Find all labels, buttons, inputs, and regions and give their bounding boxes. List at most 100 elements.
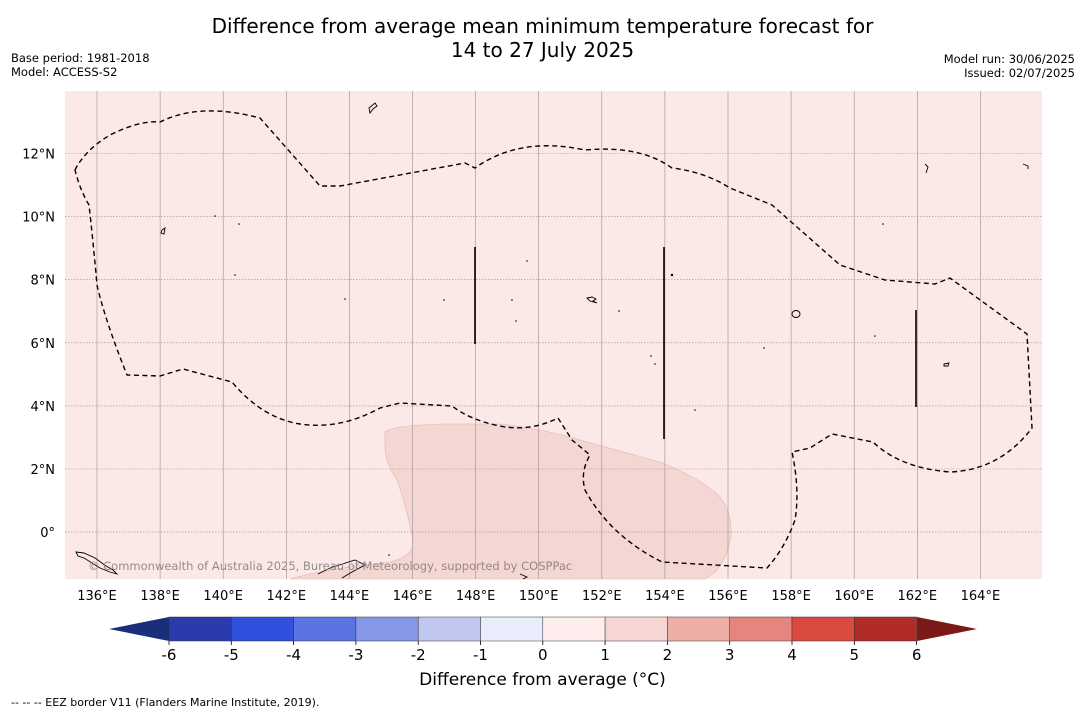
island-pohnpei — [791, 310, 801, 318]
colorbar-swatch — [791, 616, 855, 642]
colorbar-tick-label: 5 — [850, 646, 860, 664]
colorbar-swatch — [480, 616, 544, 642]
island-new-guinea — [75, 551, 119, 575]
colorbar-swatch — [729, 616, 793, 642]
x-tick-label: 136°E — [77, 589, 117, 604]
eez-footnote: -- -- -- EEZ border V11 (Flanders Marine… — [11, 696, 320, 709]
y-tick-labels: 12°N 10°N 8°N 6°N 4°N 2°N 0° — [22, 148, 55, 542]
y-tick-label: 0° — [40, 526, 55, 541]
island-dot — [238, 223, 240, 225]
island-dots — [214, 215, 884, 556]
y-tick-label: 2°N — [31, 463, 56, 478]
x-tick-label: 148°E — [456, 589, 496, 604]
colorbar-tick-label: -3 — [348, 646, 363, 664]
colorbar-label: Difference from average (°C) — [419, 670, 666, 690]
island-dot — [388, 554, 390, 556]
island-yap — [160, 227, 166, 235]
model-run: Model run: 30/06/2025 — [943, 52, 1075, 66]
island-chuuk — [586, 296, 598, 304]
x-tick-label: 162°E — [898, 589, 938, 604]
colorbar-under-triangle — [109, 617, 169, 641]
island-dot — [650, 355, 652, 357]
model-name: Model: ACCESS-S2 — [11, 65, 118, 79]
y-tick-label: 12°N — [22, 148, 55, 163]
colorbar-tick-label: 3 — [725, 646, 735, 664]
colorbar-tick-label: -2 — [411, 646, 426, 664]
boundary-lines — [474, 247, 917, 439]
y-tick-label: 8°N — [31, 274, 56, 289]
island-dot — [511, 299, 513, 301]
x-tick-label: 144°E — [330, 589, 370, 604]
x-tick-label: 154°E — [645, 589, 685, 604]
x-tick-label: 152°E — [582, 589, 622, 604]
island-dot — [874, 335, 876, 337]
island-dot — [654, 363, 656, 365]
y-tick-label: 4°N — [31, 400, 56, 415]
x-tick-label: 140°E — [203, 589, 243, 604]
x-tick-label: 138°E — [140, 589, 180, 604]
x-tick-label: 142°E — [267, 589, 307, 604]
x-tick-labels: 136°E 138°E 140°E 142°E 144°E 146°E 148°E 150°E… — [77, 589, 1000, 604]
colorbar-tick-label: 0 — [538, 646, 548, 664]
colorbar-over-triangle — [917, 617, 977, 641]
colorbar-swatch — [293, 616, 357, 642]
colorbar-tick-label: 2 — [663, 646, 673, 664]
island-guam — [368, 102, 378, 115]
x-tick-label: 150°E — [519, 589, 559, 604]
y-tick-label: 10°N — [22, 211, 55, 226]
colorbar-swatch — [168, 616, 232, 642]
colorbar-tick-label: 1 — [600, 646, 610, 664]
meta-right: Model run: 30/06/2025 Issued: 02/07/2025 — [944, 52, 1075, 80]
colorbar-tick-label: 4 — [787, 646, 797, 664]
island-bikini — [924, 163, 929, 174]
issued-date: Issued: 02/07/2025 — [964, 66, 1075, 80]
colorbar-swatch — [231, 616, 294, 642]
colorbar-swatch — [667, 616, 730, 642]
island-kosrae — [943, 362, 950, 367]
title-line-2: 14 to 27 July 2025 — [450, 38, 635, 62]
colorbar-swatches — [168, 616, 917, 642]
chart-title: Difference from average mean minimum tem… — [0, 14, 1085, 62]
x-tick-label: 158°E — [771, 589, 811, 604]
colorbar-swatch — [417, 616, 481, 642]
colorbar-tick-label: 6 — [912, 646, 922, 664]
island-dot — [515, 320, 517, 322]
colorbar-tick-label: -1 — [473, 646, 488, 664]
x-tick-label: 146°E — [393, 589, 433, 604]
island-dot — [443, 299, 445, 301]
anomaly-patch — [289, 423, 732, 580]
x-tick-label: 160°E — [834, 589, 874, 604]
colorbar-tick-label: -4 — [286, 646, 301, 664]
parallel-lines — [65, 153, 1042, 533]
y-tick-label: 6°N — [31, 337, 56, 352]
island-dot — [344, 298, 346, 300]
island-outlines — [75, 102, 1029, 580]
island-dot — [670, 273, 674, 277]
island-dot — [763, 347, 765, 349]
colorbar-tick-labels: -6 -5 -4 -3 -2 -1 0 1 2 3 4 5 6 — [162, 641, 922, 664]
island-manus — [519, 573, 529, 580]
colorbar-swatch — [355, 616, 419, 642]
eez-border — [74, 110, 1033, 569]
colorbar-swatch — [604, 616, 668, 642]
copyright-watermark: © Commonwealth of Australia 2025, Bureau… — [88, 559, 572, 573]
colorbar-swatch — [542, 616, 606, 642]
island-dot — [882, 223, 884, 225]
colorbar-tick-label: -6 — [162, 646, 177, 664]
island-dot — [618, 310, 620, 312]
meta-left: Base period: 1981-2018 Model: ACCESS-S2 — [11, 51, 150, 79]
colorbar-swatch — [854, 616, 917, 642]
island-dot — [234, 274, 236, 276]
title-line-1: Difference from average mean minimum tem… — [211, 14, 874, 38]
island-dot — [214, 215, 216, 217]
x-tick-label: 164°E — [961, 589, 1001, 604]
island-dot — [526, 260, 528, 262]
x-tick-label: 156°E — [708, 589, 748, 604]
island-enewetak — [1022, 163, 1029, 169]
island-bismarck — [317, 559, 366, 579]
colorbar-tick-label: -5 — [224, 646, 239, 664]
island-dot — [694, 409, 696, 411]
base-period: Base period: 1981-2018 — [11, 51, 150, 65]
